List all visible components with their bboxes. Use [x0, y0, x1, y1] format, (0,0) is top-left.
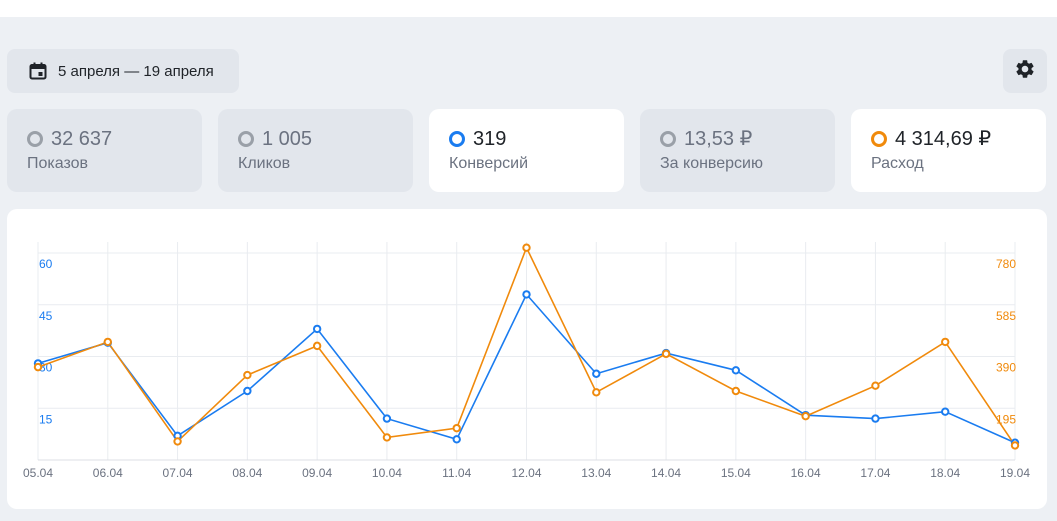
metric-spend-indicator-icon — [871, 131, 887, 147]
data-point-spend[interactable] — [871, 381, 880, 390]
metric-clicks-indicator-icon — [238, 131, 254, 147]
x-axis-tick-label: 14.04 — [651, 466, 681, 480]
date-range-label: 5 апреля — 19 апреля — [58, 62, 214, 80]
chart-panel: 15 30 45 60 195 390 585 780 05.04 06.04 07.04 08.04… — [7, 209, 1047, 509]
x-axis-tick-label: 05.04 — [23, 466, 53, 480]
x-axis-tick-label: 10.04 — [372, 466, 402, 480]
metric-card-clicks[interactable]: 1 005 Кликов — [218, 109, 413, 192]
data-point-conversions[interactable] — [522, 290, 531, 299]
metric-cost-per-conversion-value: 13,53 ₽ — [684, 128, 753, 150]
x-axis-tick-label: 17.04 — [860, 466, 890, 480]
right-axis-tick-label: 780 — [996, 257, 1016, 271]
data-point-spend[interactable] — [243, 370, 252, 380]
metric-impressions-value: 32 637 — [51, 128, 113, 150]
x-axis-tick-label: 08.04 — [232, 466, 262, 480]
metric-card-impressions[interactable]: 32 637 Показов — [7, 109, 202, 192]
calendar-icon — [28, 61, 48, 81]
metric-conversions-indicator-icon — [449, 131, 465, 147]
data-point-conversions[interactable] — [312, 324, 322, 334]
left-axis-tick-label: 60 — [39, 257, 53, 271]
right-axis-tick-label: 195 — [996, 412, 1016, 426]
x-axis-tick-label: 19.04 — [1000, 466, 1030, 480]
metric-card-spend[interactable]: 4 314,69 ₽ Расход — [851, 109, 1046, 192]
metric-cost-per-conversion-indicator-icon — [660, 131, 676, 147]
x-axis-tick-label: 12.04 — [511, 466, 541, 480]
metric-card-cost-per-conversion[interactable]: 13,53 ₽ За конверсию — [640, 109, 835, 192]
settings-button[interactable] — [1003, 49, 1047, 93]
metric-conversions-label: Конверсий — [449, 155, 529, 172]
x-axis-tick-label: 06.04 — [93, 466, 123, 480]
data-point-spend[interactable] — [592, 388, 601, 397]
metric-impressions-indicator-icon — [27, 131, 43, 147]
x-axis-tick-label: 15.04 — [721, 466, 751, 480]
data-point-conversions[interactable] — [941, 407, 950, 416]
data-point-conversions[interactable] — [731, 366, 741, 375]
top-band — [0, 0, 1057, 17]
data-point-spend[interactable] — [661, 349, 671, 359]
x-axis-tick-label: 13.04 — [581, 466, 611, 480]
data-point-spend[interactable] — [801, 412, 810, 421]
data-point-spend[interactable] — [382, 433, 392, 442]
x-axis-tick-label: 16.04 — [791, 466, 821, 480]
x-axis-tick-label: 18.04 — [930, 466, 960, 480]
date-range-button[interactable]: 5 апреля — 19 апреля — [7, 49, 239, 93]
data-point-spend[interactable] — [33, 362, 43, 372]
left-axis-tick-label: 15 — [39, 412, 53, 426]
data-point-conversions[interactable] — [592, 369, 601, 378]
x-axis-tick-label: 09.04 — [302, 466, 332, 480]
data-point-conversions[interactable] — [871, 414, 880, 423]
right-axis-tick-label: 390 — [996, 361, 1016, 375]
data-point-conversions[interactable] — [243, 386, 252, 396]
left-axis-tick-label: 45 — [39, 309, 53, 323]
metric-impressions-label: Показов — [27, 155, 89, 172]
data-point-spend[interactable] — [173, 437, 182, 446]
metric-conversions-value: 319 — [473, 128, 507, 150]
left-axis-tick-label: 30 — [39, 361, 53, 375]
data-point-spend[interactable] — [941, 337, 950, 347]
metric-card-conversions[interactable]: 319 Конверсий — [429, 109, 624, 192]
right-axis-tick-label: 585 — [996, 309, 1016, 323]
metric-cost-per-conversion-label: За конверсию — [660, 155, 763, 172]
metric-clicks-value: 1 005 — [262, 128, 313, 150]
data-point-spend[interactable] — [312, 341, 322, 351]
metric-spend-label: Расход — [871, 155, 924, 172]
data-point-conversions[interactable] — [452, 435, 461, 444]
x-axis-tick-label: 11.04 — [442, 466, 471, 480]
data-point-spend[interactable] — [1010, 441, 1020, 450]
metric-clicks-label: Кликов — [238, 155, 291, 172]
x-axis-tick-label: 07.04 — [163, 466, 193, 480]
gear-icon — [1014, 58, 1036, 85]
data-point-spend[interactable] — [103, 337, 112, 347]
line-chart: 15 30 45 60 195 390 585 780 05.04 06.04 07.04 08.04… — [23, 242, 1030, 480]
metric-spend-value: 4 314,69 ₽ — [895, 128, 992, 150]
data-point-spend[interactable] — [522, 243, 531, 252]
data-point-spend[interactable] — [452, 423, 461, 433]
data-point-conversions[interactable] — [382, 414, 392, 423]
data-point-spend[interactable] — [731, 386, 741, 396]
